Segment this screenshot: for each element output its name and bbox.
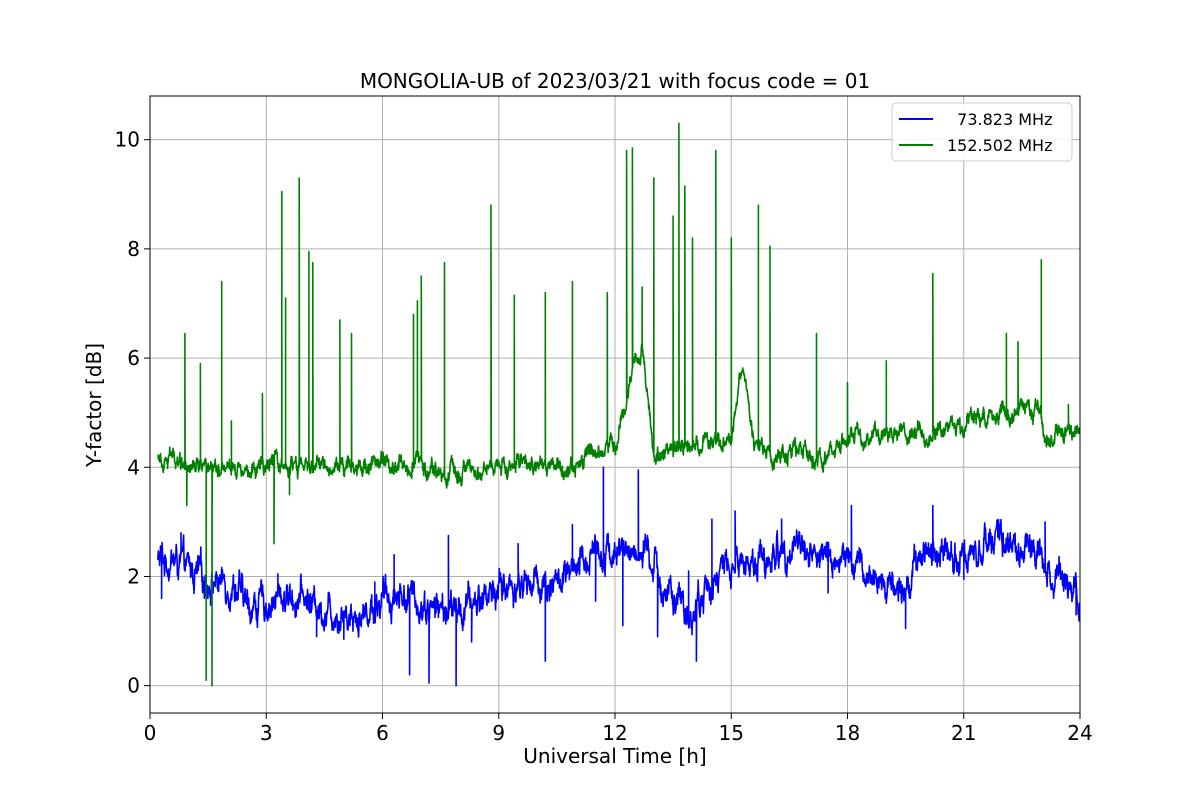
series-lines — [157, 122, 1080, 687]
series-line-73mhz — [157, 466, 1080, 687]
legend-box — [891, 102, 1073, 162]
x-axis-label: Universal Time [h] — [523, 744, 706, 768]
x-tick-label: 18 — [835, 721, 860, 745]
y-axis-label: Y-factor [dB] — [82, 343, 106, 468]
legend-entry-152mhz: 152.502 MHz — [947, 136, 1052, 155]
x-axis-ticks: 0 3 6 9 12 15 18 21 24 — [144, 713, 1093, 745]
x-tick-label: 0 — [144, 721, 157, 745]
plot-area — [157, 122, 1080, 687]
y-axis-ticks: 0 2 4 6 8 10 — [115, 128, 150, 698]
y-tick-label: 6 — [127, 346, 140, 370]
y-tick-label: 10 — [115, 128, 140, 152]
x-tick-label: 6 — [376, 721, 389, 745]
y-tick-label: 4 — [127, 455, 140, 479]
y-tick-label: 8 — [127, 237, 140, 261]
chart-title: MONGOLIA-UB of 2023/03/21 with focus cod… — [360, 69, 870, 93]
legend: 73.823 MHz 152.502 MHz — [891, 102, 1073, 162]
series-line-152mhz — [157, 122, 1080, 687]
x-tick-label: 12 — [602, 721, 627, 745]
y-tick-label: 2 — [127, 564, 140, 588]
x-tick-label: 24 — [1067, 721, 1092, 745]
x-tick-label: 9 — [492, 721, 505, 745]
legend-entry-73mhz: 73.823 MHz — [947, 110, 1052, 129]
x-tick-label: 3 — [260, 721, 273, 745]
x-tick-label: 15 — [719, 721, 744, 745]
x-tick-label: 21 — [951, 721, 976, 745]
y-tick-label: 0 — [127, 674, 140, 698]
